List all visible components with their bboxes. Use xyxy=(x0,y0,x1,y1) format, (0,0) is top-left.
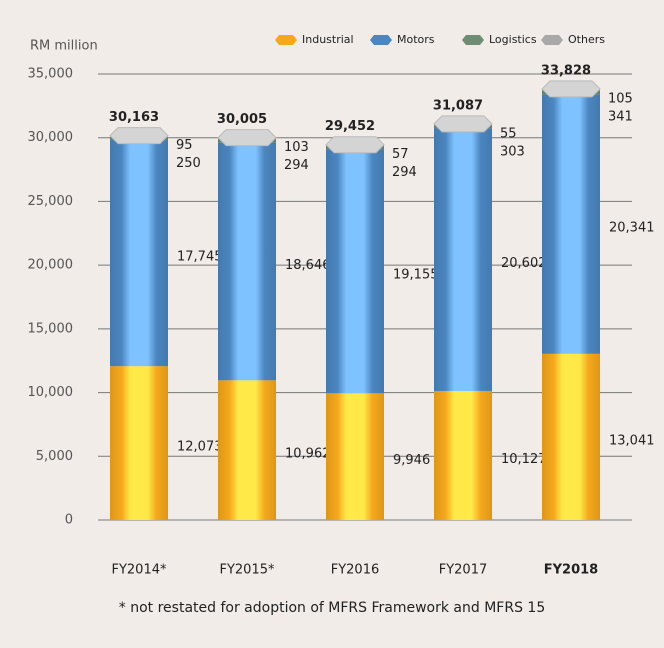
total-label: 31,087 xyxy=(433,98,483,113)
value-label: 20,341 xyxy=(609,221,655,236)
x-tick-label: FY2018 xyxy=(544,563,598,578)
bar-cap xyxy=(541,80,601,98)
bar-segment xyxy=(326,149,384,394)
value-label: 294 xyxy=(284,158,309,173)
bar-cap xyxy=(433,115,493,133)
bar-segment xyxy=(434,128,492,391)
y-axis-label: RM million xyxy=(30,39,98,54)
y-tick-label: 30,000 xyxy=(28,130,74,145)
value-label: 103 xyxy=(284,140,309,155)
y-tick-label: 15,000 xyxy=(28,321,74,336)
value-label: 10,962 xyxy=(285,447,331,462)
legend-label: Others xyxy=(568,33,605,46)
bar-segment xyxy=(542,94,600,354)
value-label: 303 xyxy=(500,144,525,159)
legend-swatch xyxy=(275,35,297,45)
value-label: 12,073 xyxy=(177,440,223,455)
total-label: 29,452 xyxy=(325,119,375,134)
y-tick-label: 0 xyxy=(65,513,73,528)
y-tick-label: 25,000 xyxy=(28,194,74,209)
y-tick-label: 35,000 xyxy=(28,67,74,82)
bar-cap xyxy=(109,127,169,145)
value-label: 250 xyxy=(176,156,201,171)
value-label: 19,155 xyxy=(393,268,439,283)
x-tick-label: FY2015* xyxy=(219,563,275,578)
value-label: 95 xyxy=(176,138,193,153)
value-label: 13,041 xyxy=(609,433,655,448)
total-label: 30,163 xyxy=(109,110,159,125)
x-tick-label: FY2014* xyxy=(111,563,167,578)
total-label: 33,828 xyxy=(541,63,591,78)
legend-swatch xyxy=(370,35,392,45)
legend-label: Logistics xyxy=(489,33,537,46)
bar-segment xyxy=(542,353,600,520)
value-label: 20,602 xyxy=(501,256,547,271)
legend-label: Industrial xyxy=(302,33,354,46)
value-label: 57 xyxy=(392,147,409,162)
y-tick-label: 10,000 xyxy=(28,385,74,400)
value-label: 18,646 xyxy=(285,258,331,273)
x-tick-label: FY2016 xyxy=(331,563,380,578)
bar-segment xyxy=(110,140,168,367)
value-label: 55 xyxy=(500,126,517,141)
bar-segment xyxy=(218,380,276,520)
bar-segment xyxy=(110,366,168,520)
x-tick-label: FY2017 xyxy=(439,563,488,578)
value-label: 294 xyxy=(392,165,417,180)
legend-swatch xyxy=(541,35,563,45)
y-tick-label: 5,000 xyxy=(36,449,73,464)
value-label: 105 xyxy=(608,91,633,106)
value-label: 341 xyxy=(608,109,633,124)
total-label: 30,005 xyxy=(217,112,267,127)
footnote: * not restated for adoption of MFRS Fram… xyxy=(119,600,545,616)
bar-segment xyxy=(434,390,492,520)
bar-segment xyxy=(218,142,276,381)
legend-label: Motors xyxy=(397,33,435,46)
bar-segment xyxy=(326,393,384,520)
value-label: 17,745 xyxy=(177,250,223,265)
value-label: 10,127 xyxy=(501,452,547,467)
bar-cap xyxy=(217,129,277,147)
y-tick-label: 20,000 xyxy=(28,258,74,273)
bar-cap xyxy=(325,136,385,154)
legend-swatch xyxy=(462,35,484,45)
value-label: 9,946 xyxy=(393,453,430,468)
